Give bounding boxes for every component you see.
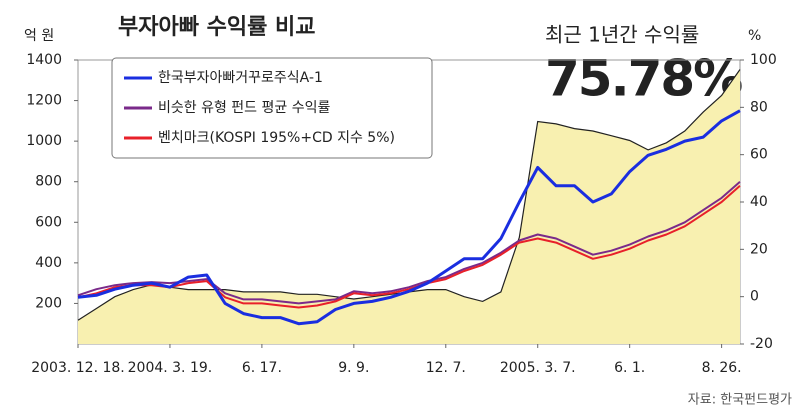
y2-tick-label: 60 [750, 147, 768, 163]
y-tick-label: 200 [35, 295, 62, 311]
chart-title: 부자아빠 수익률 비교 [118, 15, 315, 40]
y2-tick-label: 0 [750, 289, 759, 305]
x-tick-label: 6. 17. [242, 360, 282, 376]
legend-label: 한국부자아빠거꾸로주식A-1 [158, 70, 323, 86]
x-tick-label: 6. 1. [614, 360, 645, 376]
x-tick-label: 8. 26. [702, 360, 742, 376]
series-line [77, 180, 741, 305]
y-tick-label: 1000 [26, 133, 62, 149]
source: 자료: 한국펀드평가 [688, 393, 792, 408]
y2-axis-label: % [748, 28, 761, 44]
x-tick-label: 2004. 3. 19. [128, 360, 213, 376]
y-tick-label: 1200 [26, 93, 62, 109]
series-line [77, 185, 741, 309]
y2-tick-label: -20 [750, 336, 773, 352]
legend-label: 벤치마크(KOSPI 195%+CD 지수 5%) [158, 130, 395, 146]
highlight-value: 75.78% [545, 50, 742, 108]
y2-tick-label: 20 [750, 241, 768, 257]
x-tick-label: 2005. 3. 7. [500, 360, 576, 376]
y-tick-label: 400 [35, 255, 62, 271]
y-tick-label: 800 [35, 174, 62, 190]
y2-tick-label: 100 [750, 52, 777, 68]
legend-box [111, 57, 433, 159]
y-axis-label: 억 원 [24, 28, 54, 44]
series-line [77, 109, 741, 326]
annotation: 최근 1년간 수익률 [545, 23, 699, 47]
area-fill [78, 69, 740, 344]
y-tick-label: 1400 [26, 52, 62, 68]
x-tick-label: 2003. 12. 18. [31, 360, 125, 376]
x-tick-label: 9. 9. [338, 360, 369, 376]
y-tick-label: 600 [35, 214, 62, 230]
x-tick-label: 12. 7. [426, 360, 466, 376]
y2-tick-label: 80 [750, 99, 768, 115]
legend-label: 비슷한 유형 펀드 평균 수익률 [158, 100, 330, 116]
y2-tick-label: 40 [750, 194, 768, 210]
